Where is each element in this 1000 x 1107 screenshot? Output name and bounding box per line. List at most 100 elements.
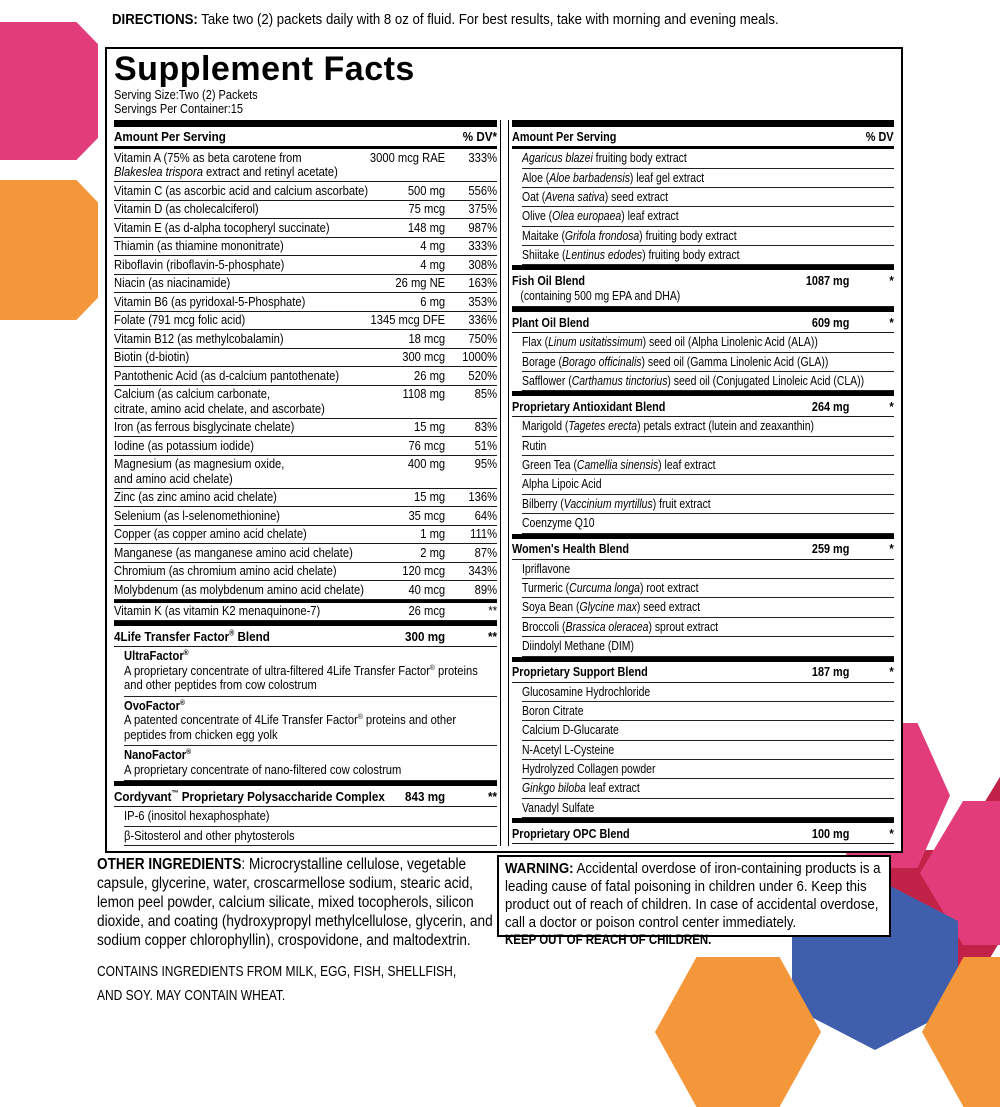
factor-block: OvoFactor®A patented concentrate of 4Lif… [124, 697, 497, 747]
nutrient-dv: ** [456, 629, 497, 644]
nutrient-amount: 259 mg [811, 541, 858, 556]
nutrient-name: 4Life Transfer Factor® Blend [114, 629, 270, 644]
nutrient-dv: ** [456, 789, 497, 804]
ingredient-row: Marigold (Tagetes erecta) petals extract… [522, 417, 895, 436]
nutrient-dv: 353% [456, 295, 497, 310]
nutrient-amount: 26 mg [414, 369, 456, 384]
nutrient-row: Iron (as ferrous bisglycinate chelate)15… [114, 419, 497, 438]
ingredient-name: Oat (Avena sativa) seed extract [522, 190, 895, 204]
ingredient-name: Alpha Lipoic Acid [522, 477, 895, 491]
ingredient-row: N-Acetyl L-Cysteine [522, 741, 895, 760]
nutrient-row: Copper (as copper amino acid chelate)1 m… [114, 526, 497, 545]
nutrient-dv: 333% [456, 239, 497, 254]
ingredient-name: Glucosamine Hydrochloride [522, 685, 895, 699]
nutrient-amount: 4 mg [420, 258, 456, 273]
ingredient-row: IP-6 (inositol hexaphosphate) [124, 807, 497, 826]
nutrient-amount: 843 mg [405, 789, 456, 804]
nutrient-amount: 187 mg [811, 664, 858, 679]
facts-column-right: Amount Per Serving% DV*Agaricus blazei f… [508, 120, 895, 846]
ingredient-name: β-Sitosterol and other phytosterols [124, 829, 501, 843]
nutrient-name: Molybdenum (as molybdenum amino acid che… [114, 583, 364, 598]
facts-column-left: Amount Per Serving% DV*Vitamin A (75% as… [114, 120, 501, 846]
ingredient-row: Borage (Borago officinalis) seed oil (Ga… [522, 353, 895, 372]
nutrient-amount: 26 mg NE [395, 276, 455, 291]
nutrient-name: Zinc (as zinc amino acid chelate) [114, 490, 277, 505]
nutrient-amount: 148 mg [408, 221, 456, 236]
nutrient-row: Manganese (as manganese amino acid chela… [114, 544, 497, 563]
nutrient-dv: 1000% [456, 350, 497, 365]
factor-description: A patented concentrate of 4Life Transfer… [124, 713, 501, 742]
nutrient-dv: 308% [456, 258, 497, 273]
other-ingredients-block: OTHER INGREDIENTS: Microcrystalline cell… [97, 856, 497, 1009]
nutrient-amount: 2 mg [420, 546, 456, 561]
ingredient-row: Rutin [522, 437, 895, 456]
nutrient-amount: 120 mcg [402, 564, 456, 579]
ingredient-row: Turmeric (Curcuma longa) root extract [522, 579, 895, 598]
facts-columns: Amount Per Serving% DV*Vitamin A (75% as… [114, 120, 894, 846]
nutrient-row: Vitamin C (as ascorbic acid and calcium … [114, 182, 497, 201]
nutrient-name: Copper (as copper amino acid chelate) [114, 527, 307, 542]
dv-header: % DV* [456, 129, 497, 144]
ingredient-row: Coenzyme Q10 [522, 514, 895, 533]
nutrient-dv: ** [859, 541, 894, 556]
nutrient-dv: 85% [456, 387, 497, 402]
factor-description: A proprietary concentrate of ultra-filte… [124, 664, 501, 693]
nutrient-dv: ** [859, 664, 894, 679]
ingredient-row: Calcium D-Glucarate [522, 721, 895, 740]
ingredient-row: β-Sitosterol and other phytosterols [124, 827, 497, 846]
nutrient-dv: ** [859, 315, 894, 330]
nutrient-name: Vitamin D (as cholecalciferol) [114, 202, 259, 217]
ingredient-row: Ipriflavone [522, 560, 895, 579]
nutrient-amount: 3000 mcg RAE [370, 151, 456, 166]
warning-label: WARNING: [505, 860, 574, 877]
nutrient-amount: 1087 mg [805, 273, 858, 288]
nutrient-dv: 336% [456, 313, 497, 328]
serving-size: Serving Size:Two (2) Packets [114, 88, 501, 103]
contains-line-2: AND SOY. MAY CONTAIN WHEAT. [97, 984, 497, 1009]
nutrient-name: Biotin (d-biotin) [114, 350, 189, 365]
nutrient-name: Iodine (as potassium iodide) [114, 439, 254, 454]
blend-row: Cordyvant™ Proprietary Polysaccharide Co… [114, 781, 497, 807]
warning-box: WARNING: Accidental overdose of iron-con… [497, 855, 891, 937]
keep-out-of-reach-statement: KEEP OUT OF REACH OF CHILDREN. [505, 932, 805, 947]
ingredient-name: Flax (Linum usitatissimum) seed oil (Alp… [522, 335, 895, 349]
nutrient-name: Plant Oil Blend [512, 315, 589, 330]
ingredient-name: Ipriflavone [522, 562, 895, 576]
hexagon-decoration-orange-left [0, 180, 98, 320]
nutrient-amount: 400 mg [408, 457, 456, 472]
nutrient-dv: 343% [456, 564, 497, 579]
ingredient-name: Diindolyl Methane (DIM) [522, 639, 895, 653]
nutrient-name: Proprietary Antioxidant Blend [512, 399, 665, 414]
factor-name: NanoFactor® [124, 748, 501, 763]
directions-label: DIRECTIONS: [112, 11, 198, 28]
factor-block: UltraFactor®A proprietary concentrate of… [124, 647, 497, 697]
nutrient-amount: 300 mcg [402, 350, 456, 365]
nutrient-name: Vitamin E (as d-alpha tocopheryl succina… [114, 221, 330, 236]
nutrient-amount: 35 mcg [408, 509, 455, 524]
nutrient-dv: ** [859, 399, 894, 414]
directions-text: Take two (2) packets daily with 8 oz of … [198, 11, 779, 28]
ingredient-name: Coenzyme Q10 [522, 516, 895, 530]
directions-line: DIRECTIONS: Take two (2) packets daily w… [112, 11, 972, 28]
ingredient-name: Aloe (Aloe barbadensis) leaf gel extract [522, 171, 895, 185]
nutrient-name: Thiamin (as thiamine mononitrate) [114, 239, 284, 254]
ingredient-name: Safflower (Carthamus tinctorius) seed oi… [522, 374, 895, 388]
nutrient-row: Magnesium (as magnesium oxide,and amino … [114, 456, 497, 489]
nutrient-dv: 51% [456, 439, 497, 454]
nutrient-dv: 750% [456, 332, 497, 347]
hexagon-decoration-pink-left [0, 22, 98, 160]
blend-note: (containing 500 mg EPA and DHA) [512, 289, 895, 304]
ingredient-name: Boron Citrate [522, 704, 895, 718]
ingredient-name: Marigold (Tagetes erecta) petals extract… [522, 419, 895, 433]
ingredient-row: Glucosamine Hydrochloride [522, 683, 895, 702]
nutrient-name: Vitamin B12 (as methylcobalamin) [114, 332, 284, 347]
